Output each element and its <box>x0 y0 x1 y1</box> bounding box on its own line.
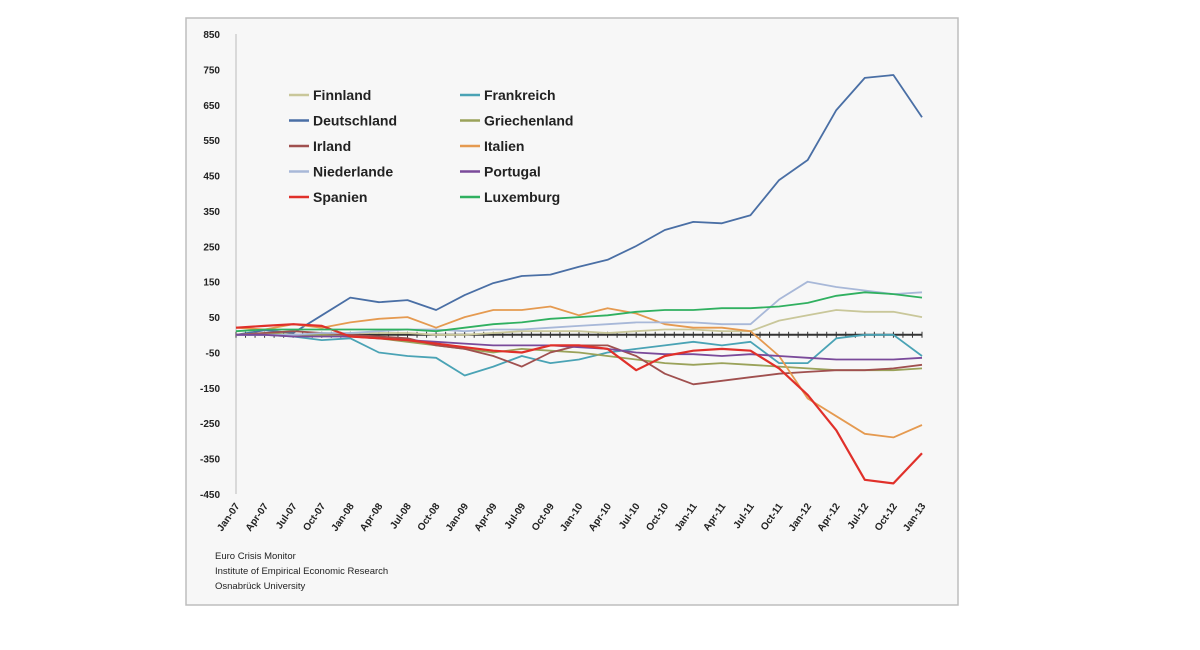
legend-label: Irland <box>313 138 351 154</box>
legend-label: Frankreich <box>484 87 556 103</box>
y-axis: 850 750 650 550 450 350 250 150 50 -50 -150 -250 -35… <box>200 30 237 501</box>
y-tick-label: 650 <box>203 101 220 112</box>
series-line-niederlande <box>236 280 923 336</box>
y-tick-label: 150 <box>203 278 220 289</box>
y-tick-label: -150 <box>200 384 220 395</box>
series-line-luxemburg <box>235 291 923 333</box>
footer-line-2: Institute of Empirical Economic Research <box>215 566 388 577</box>
legend-label: Spanien <box>313 189 367 205</box>
y-tick-label: 550 <box>203 136 220 147</box>
legend-label: Portugal <box>484 164 541 180</box>
footer-line-3: Osnabrück University <box>215 581 306 592</box>
series-line-spanien <box>235 323 923 485</box>
footer: Euro Crisis Monitor Institute of Empiric… <box>215 551 388 592</box>
y-tick-label: 250 <box>203 242 220 253</box>
y-tick-label: -350 <box>200 455 220 466</box>
y-tick-label: 750 <box>203 65 220 76</box>
series-lines <box>235 74 923 485</box>
legend-label: Luxemburg <box>484 189 560 205</box>
footer-line-1: Euro Crisis Monitor <box>215 551 296 562</box>
legend-label: Griechenland <box>484 113 573 129</box>
legend-label: Finnland <box>313 87 371 103</box>
y-tick-label: 50 <box>209 313 221 324</box>
y-tick-label: -450 <box>200 490 220 501</box>
y-tick-label: 850 <box>203 30 220 41</box>
legend: Finnland Frankreich Deutschland Griechenlan… <box>289 87 573 205</box>
legend-label: Niederlande <box>313 164 393 180</box>
legend-label: Deutschland <box>313 113 397 129</box>
legend-label: Italien <box>484 138 524 154</box>
series-line-italien <box>235 305 923 439</box>
series-line-frankreich <box>236 333 923 377</box>
y-tick-label: 450 <box>203 172 220 183</box>
y-tick-label: 350 <box>203 207 220 218</box>
y-tick-label: -250 <box>200 419 220 430</box>
series-line-deutschland <box>235 74 923 336</box>
y-tick-label: -50 <box>206 348 221 359</box>
